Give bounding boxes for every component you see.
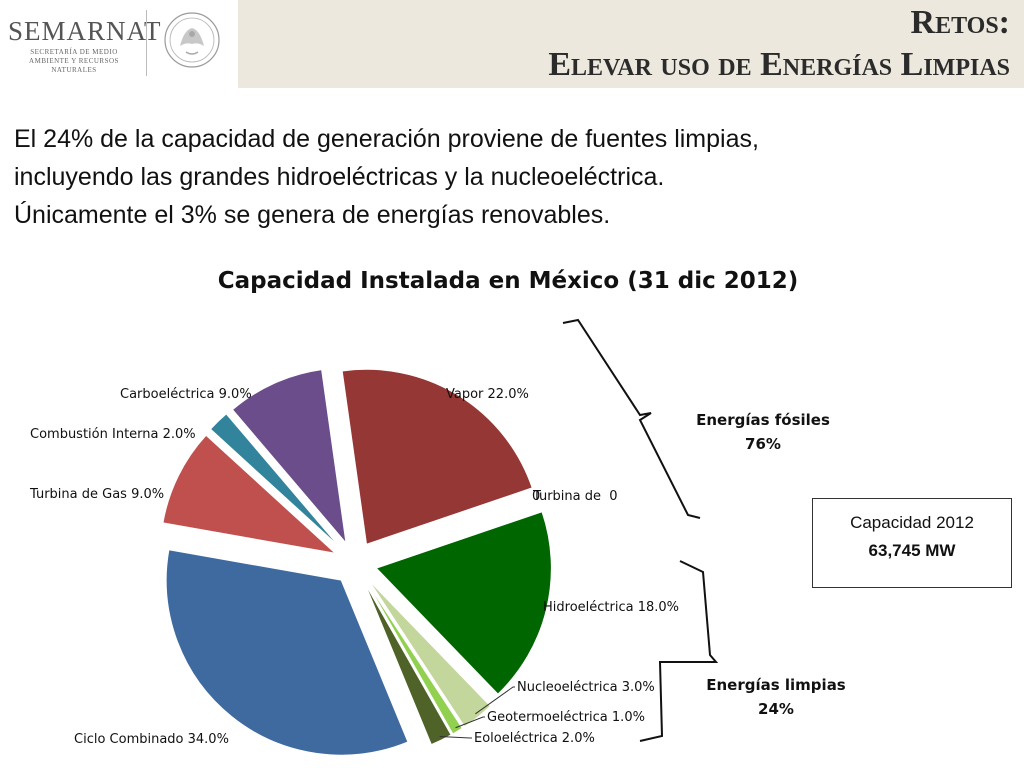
capacity-value: 63,745 MW [868,541,956,560]
slice-label-eoloel-ctrica: Eoloeléctrica 2.0% [474,731,595,746]
slice-label-combusti-n-interna: Combustión Interna 2.0% [30,427,196,442]
leader-line-geotermoel-ctrica [455,716,485,729]
intro-line-2: incluyendo las grandes hidroeléctricas y… [14,163,665,191]
slice-label-turbina-de: Turbina de 0 [532,489,618,504]
slice-label-ciclo-combinado: Ciclo Combinado 34.0% [74,732,229,747]
header: SEMARNAT SECRETARÍA DE MEDIO AMBIENTE Y … [0,0,1024,88]
pie-slice-carboel-ctrica [231,369,347,545]
clean-group-label-line2: 24% [758,700,794,718]
intro-line-3: Únicamente el 3% se genera de energías r… [14,201,611,229]
title-bar: Retos: Elevar uso de Energías Limpias [238,0,1024,88]
chart-title: Capacidad Instalada en México (31 dic 20… [217,268,799,294]
slide-title-line1: Retos: [910,4,1010,41]
slice-label-nucleoel-ctrica: Nucleoeléctrica 3.0% [517,680,655,695]
pie-slice-hidroel-ctrica [375,511,552,695]
intro-line-1: El 24% de la capacidad de generación pro… [14,125,759,153]
stray-zero-label: 0 [532,489,540,504]
national-seal-icon [164,12,220,68]
fossil-brace [562,318,701,519]
pie-slice-eoloel-ctrica [364,582,452,746]
pie-slice-ciclo-combinado [165,549,409,756]
capacity-box: Capacidad 2012 63,745 MW [812,498,1012,588]
semarnat-logo: SEMARNAT SECRETARÍA DE MEDIO AMBIENTE Y … [0,0,238,88]
leader-line-eoloel-ctrica [439,735,472,739]
logo-text: SEMARNAT [8,16,162,46]
slide-title-line2: Elevar uso de Energías Limpias [548,46,1010,83]
clean-group-label-line1: Energías limpias [706,676,846,694]
fossil-group-label-line1: Energías fósiles [696,411,830,429]
intro-text: El 24% de la capacidad de generación pro… [14,120,1004,234]
pie-slice-geotermoel-ctrica [366,581,463,735]
slice-label-turbina-de-gas: Turbina de Gas 9.0% [29,487,164,502]
pie-slice-vapor [341,368,533,545]
clean-brace [639,560,719,742]
logo-subtitle: SECRETARÍA DE MEDIO AMBIENTE Y RECURSOS … [29,48,119,74]
pie-slice-combusti-n-interna [209,413,341,548]
slice-label-geotermoel-ctrica: Geotermoeléctrica 1.0% [487,710,645,725]
logo-divider [146,10,147,76]
pie-slice-turbina-de-gas [162,434,337,555]
pie-slice-nucleoel-ctrica [368,579,491,728]
slice-label-hidroel-ctrica: Hidroeléctrica 18.0% [543,600,679,615]
fossil-group-label-line2: 76% [745,435,781,453]
slice-label-carboel-ctrica: Carboeléctrica 9.0% [120,387,252,402]
slice-label-vapor: Vapor 22.0% [446,387,529,402]
capacity-label: Capacidad 2012 [850,513,974,532]
leader-line-nucleoel-ctrica [475,686,515,715]
